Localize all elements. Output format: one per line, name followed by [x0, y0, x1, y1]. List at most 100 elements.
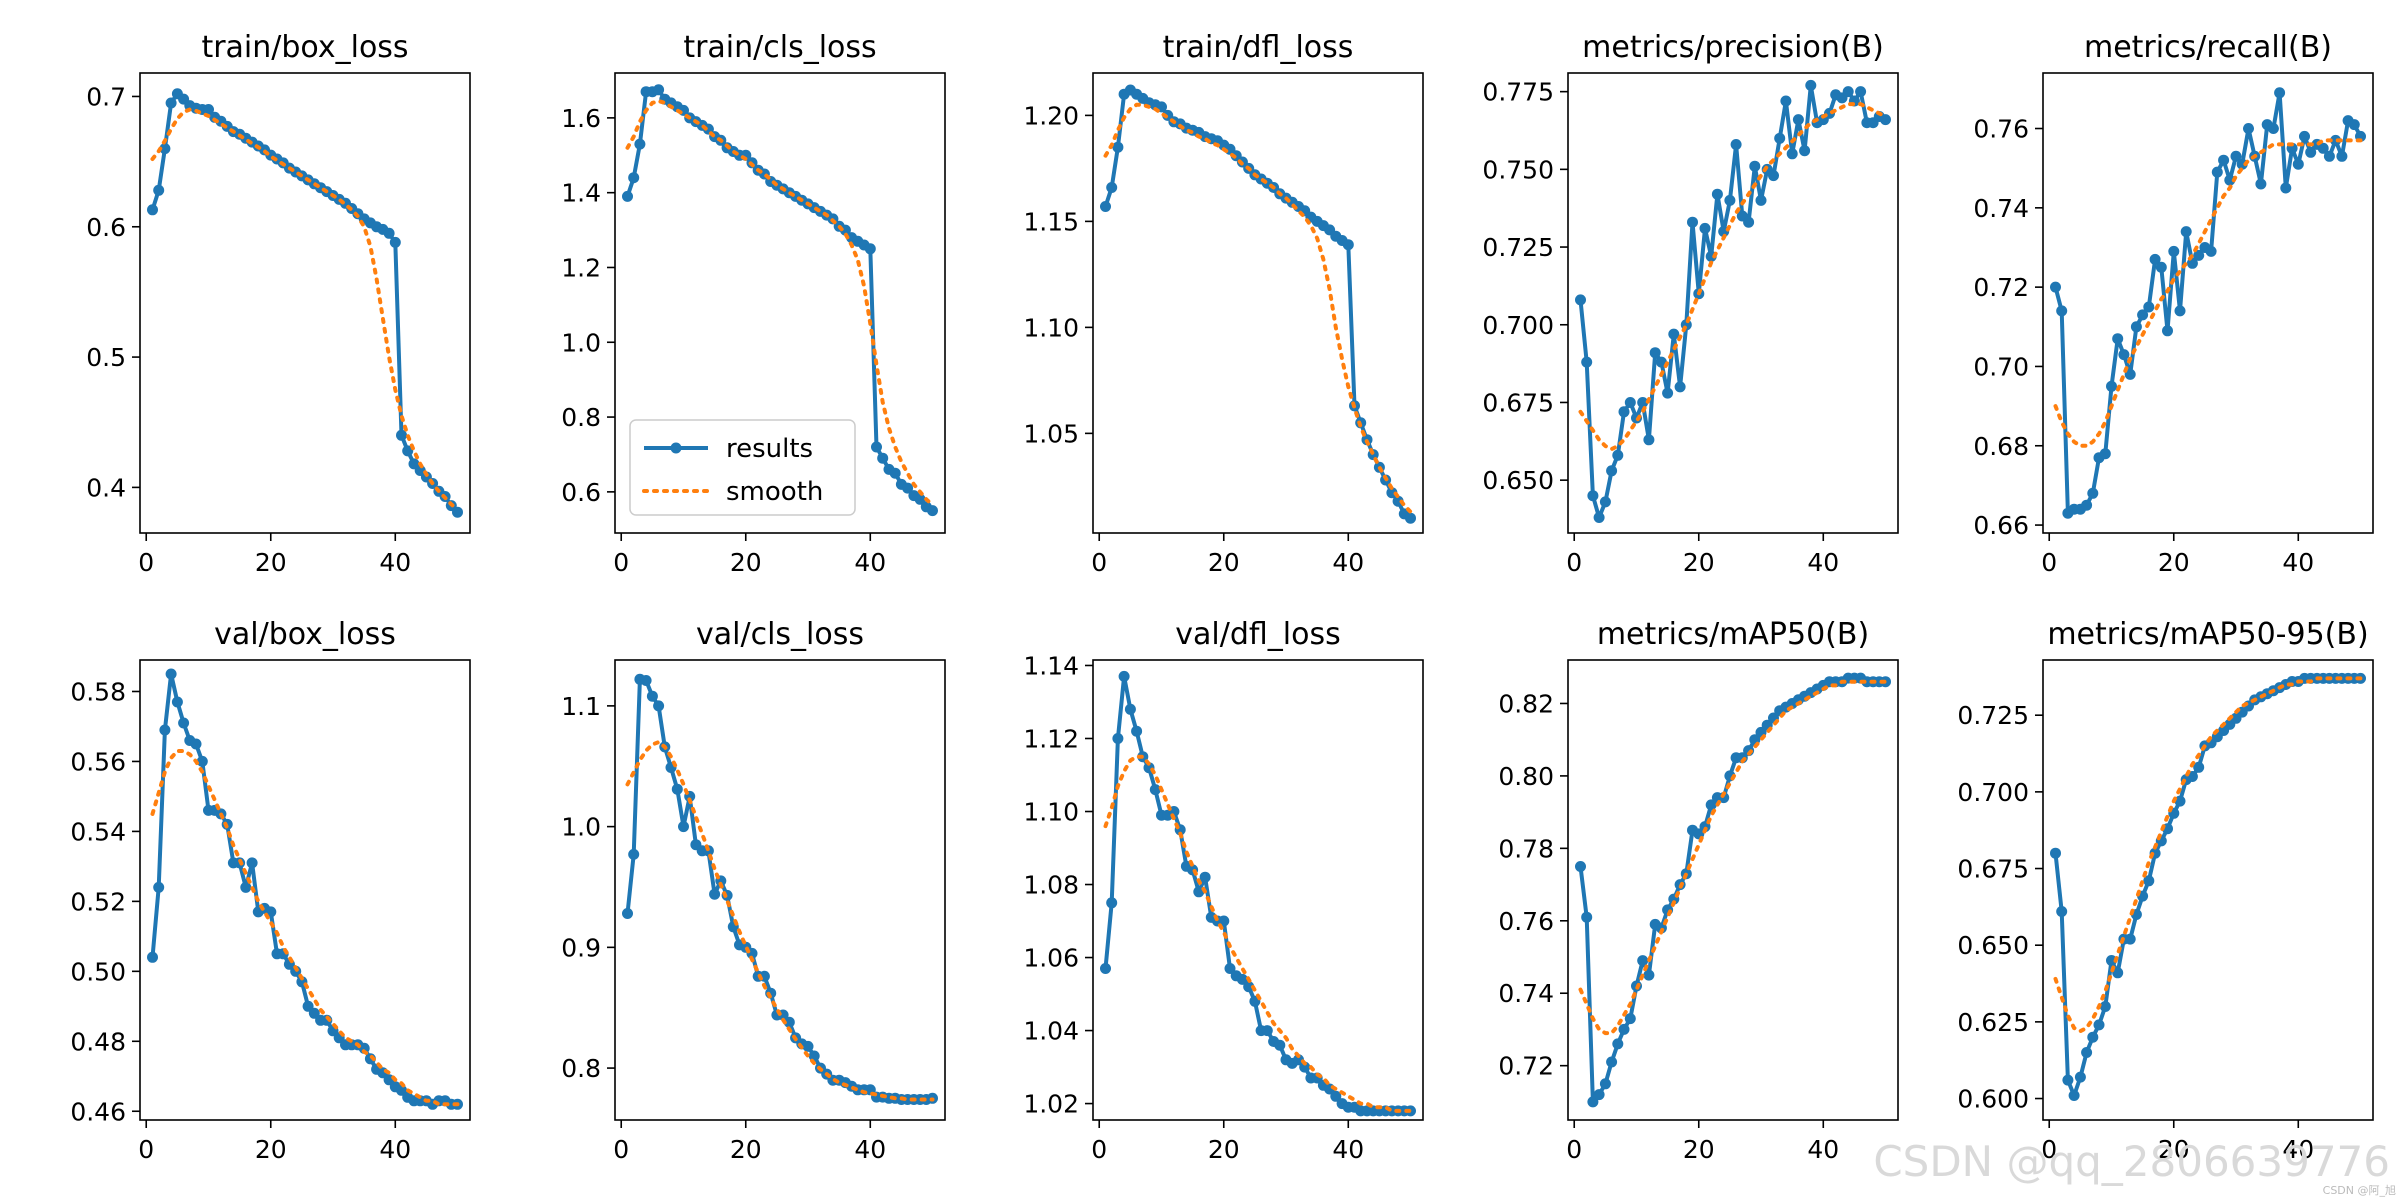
results-point: [2106, 955, 2117, 966]
y-tick-label: 0.650: [1957, 931, 2029, 960]
results-point: [2118, 349, 2130, 361]
x-tick-label: 20: [255, 548, 287, 577]
results-point: [159, 143, 171, 155]
x-tick-label: 0: [1091, 548, 1107, 577]
results-point: [2093, 1019, 2105, 1031]
smooth-line: [2053, 676, 2363, 1034]
y-tick-label: 0.6: [561, 478, 601, 507]
results-point: [2168, 245, 2180, 257]
x-tick-label: 0: [1566, 548, 1582, 577]
subplot-val-cls-loss: val/cls_loss 0 20 40 0.8 0.9 1.0 1.1: [561, 617, 946, 1164]
results-point: [153, 184, 165, 196]
results-point: [653, 700, 665, 712]
y-tick-label: 0.72: [1498, 1052, 1554, 1081]
y-tick-label: 0.775: [1482, 78, 1554, 107]
smooth-line: [1578, 679, 1888, 1036]
results-point: [622, 908, 633, 919]
results-line: [625, 677, 933, 1102]
results-point: [2106, 380, 2117, 392]
results-point: [2062, 1074, 2074, 1086]
axes-frame: [1567, 72, 1899, 534]
y-tick-label: 0.750: [1482, 155, 1554, 184]
results-point: [646, 690, 658, 702]
y-tick-label: 0.725: [1482, 233, 1554, 262]
y-tick-label: 0.74: [1973, 194, 2029, 223]
subplot-train-box-loss: train/box_loss 0 20 40 0.4 0.5 0.6 0.7: [86, 30, 471, 577]
results-point: [1131, 725, 1143, 737]
results-point: [1149, 784, 1161, 796]
results-point: [2112, 967, 2124, 979]
x-tick-label: 20: [2158, 548, 2190, 577]
results-point: [2143, 301, 2155, 313]
subplot-title: val/cls_loss: [696, 617, 864, 652]
results-point: [1612, 449, 1624, 461]
x-tick-label: 0: [2041, 1135, 2057, 1164]
results-point: [2193, 761, 2205, 773]
subplot-metrics-precision-b-: metrics/precision(B) 0 20 40 0.650 0.675 0.700…: [1482, 30, 1899, 577]
results-point: [358, 1042, 370, 1054]
subplot-title: metrics/precision(B): [1582, 30, 1884, 65]
results-point: [1668, 328, 1680, 340]
y-tick-label: 0.8: [561, 403, 601, 432]
watermark-small: CSDN @阿_旭: [2322, 1184, 2396, 1197]
x-tick-label: 20: [730, 548, 762, 577]
results-point: [1755, 194, 1767, 206]
results-point: [1606, 1056, 1618, 1068]
subplot-val-dfl-loss: val/dfl_loss 0 20 40 1.02 1.04 1.06 1.08 1.10 1.1…: [1023, 617, 1424, 1164]
x-tick-label: 0: [1566, 1135, 1582, 1164]
axes-frame: [1567, 659, 1899, 1121]
results-point: [1780, 95, 1792, 107]
y-tick-label: 0.70: [1973, 352, 2029, 381]
x-tick-label: 40: [2282, 1135, 2314, 1164]
results-point: [877, 452, 889, 464]
axes-frame: [614, 72, 946, 534]
results-point: [402, 445, 414, 457]
results-point: [2180, 226, 2192, 238]
results-point: [1106, 897, 1118, 909]
smooth-line: [1103, 754, 1413, 1113]
results-point: [2299, 130, 2310, 142]
x-tick-label: 40: [1807, 548, 1839, 577]
results-point: [1575, 294, 1586, 306]
smooth-line: [150, 749, 460, 1107]
results-line: [1103, 674, 1411, 1113]
y-tick-label: 0.76: [1973, 115, 2029, 144]
results-point: [1299, 1061, 1311, 1073]
results-point: [2218, 154, 2230, 166]
results-point: [640, 675, 652, 686]
results-point: [1587, 1096, 1599, 1108]
results-point: [153, 881, 165, 893]
axes-frame: [139, 659, 471, 1121]
results-point: [2124, 933, 2136, 945]
y-tick-label: 1.10: [1023, 313, 1079, 342]
results-point: [1880, 114, 1891, 126]
y-tick-label: 0.76: [1498, 907, 1554, 936]
results-point: [203, 104, 214, 115]
results-point: [2099, 448, 2111, 460]
x-tick-label: 40: [854, 548, 886, 577]
x-tick-label: 40: [1332, 548, 1364, 577]
subplot-title: val/box_loss: [214, 617, 396, 652]
results-point: [1342, 239, 1354, 251]
results-point: [1587, 490, 1599, 502]
results-point: [1687, 216, 1698, 228]
y-tick-label: 0.675: [1957, 855, 2029, 884]
y-tick-label: 0.600: [1957, 1085, 2029, 1114]
subplot-title: train/dfl_loss: [1163, 30, 1354, 65]
results-point: [871, 441, 882, 453]
results-point: [2336, 150, 2348, 162]
results-point: [2124, 368, 2136, 380]
y-tick-label: 1.14: [1023, 651, 1079, 680]
results-point: [2068, 1090, 2080, 1101]
y-tick-label: 1.6: [561, 104, 601, 133]
results-point: [1124, 703, 1136, 715]
results-line: [150, 672, 458, 1107]
results-point: [2149, 253, 2161, 265]
results-point: [783, 1016, 795, 1028]
results-point: [2211, 166, 2223, 178]
results-point: [678, 821, 689, 833]
x-tick-label: 0: [138, 548, 154, 577]
smooth-line: [2053, 138, 2363, 448]
results-point: [2205, 245, 2217, 257]
results-point: [1581, 356, 1593, 368]
